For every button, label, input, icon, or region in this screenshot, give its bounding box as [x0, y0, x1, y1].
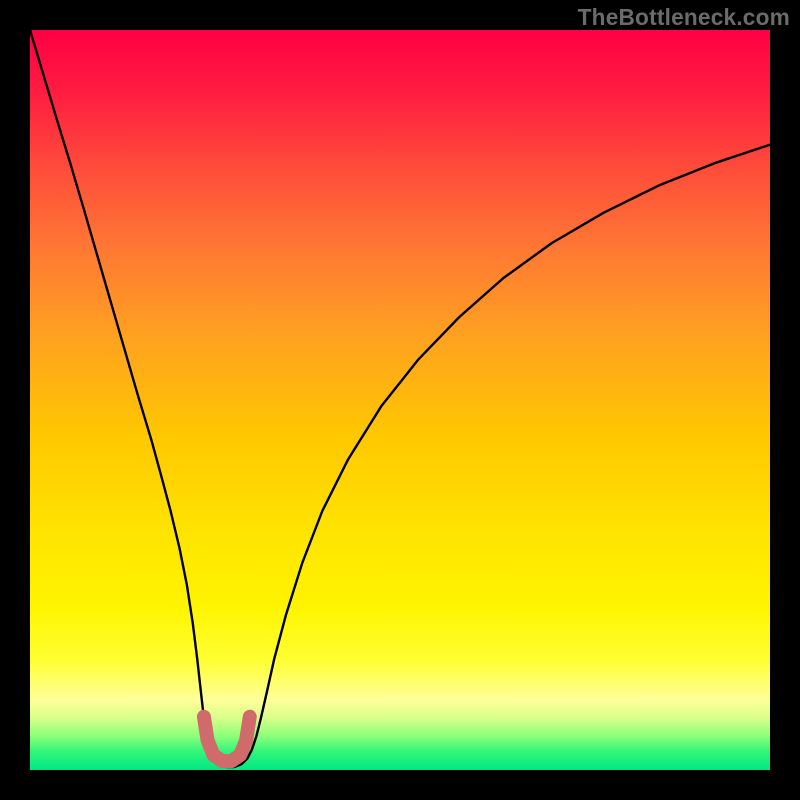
watermark-text: TheBottleneck.com [578, 4, 790, 31]
plot-background [30, 30, 770, 770]
bottleneck-chart [0, 0, 800, 800]
figure-stage: TheBottleneck.com [0, 0, 800, 800]
